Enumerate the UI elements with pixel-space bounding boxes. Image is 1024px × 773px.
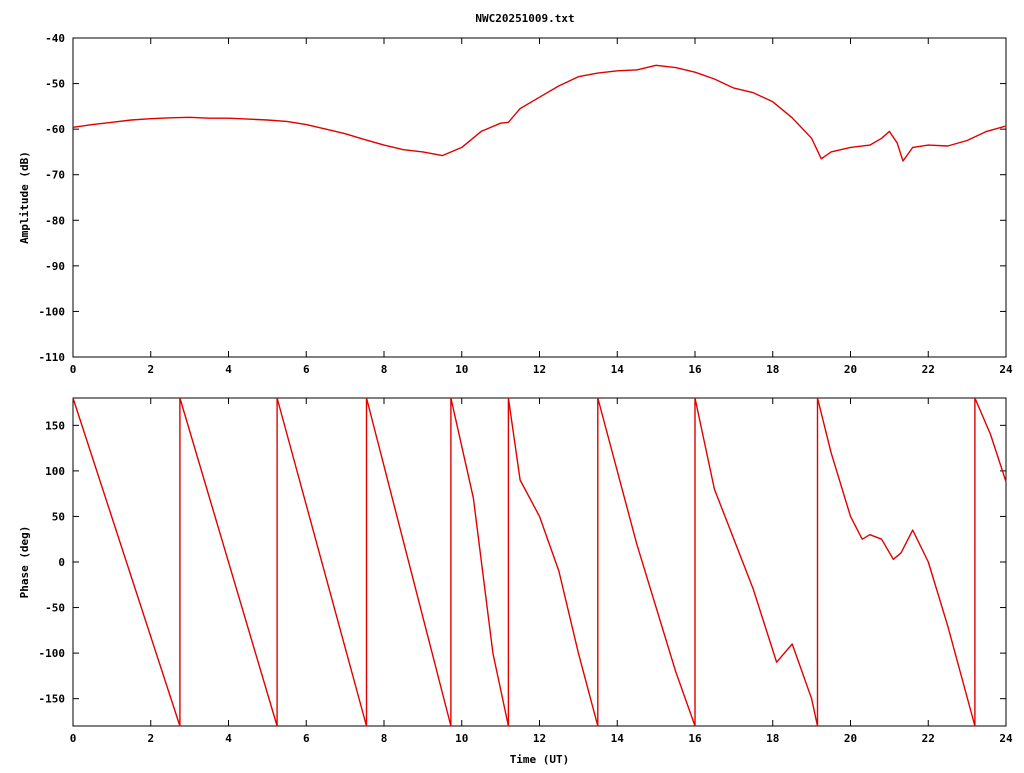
y-tick-label: -80: [45, 214, 65, 227]
y-axis-label: Amplitude (dB): [18, 151, 31, 244]
x-tick-label: 22: [922, 732, 935, 745]
y-tick-label: -110: [39, 351, 66, 364]
x-tick-label: 6: [303, 363, 310, 376]
y-axis-label: Phase (deg): [18, 526, 31, 599]
y-tick-label: -60: [45, 123, 65, 136]
y-tick-label: 50: [52, 510, 65, 523]
y-tick-label: -50: [45, 602, 65, 615]
x-tick-label: 14: [611, 732, 625, 745]
x-tick-label: 4: [225, 732, 232, 745]
x-tick-label: 10: [455, 363, 468, 376]
y-tick-label: -100: [39, 305, 66, 318]
amplitude-panel: 0 2 4 6 8 10 12 14 16 18 20 22 24-40-50-60-70-80-90-…: [18, 32, 1013, 376]
x-tick-label: 24: [999, 732, 1013, 745]
y-tick-label: -50: [45, 78, 65, 91]
x-tick-label: 10: [455, 732, 468, 745]
x-tick-label: 14: [611, 363, 625, 376]
x-tick-label: 12: [533, 363, 546, 376]
x-tick-label: 8: [381, 732, 388, 745]
y-tick-label: -100: [39, 647, 66, 660]
chart-title: NWC20251009.txt: [475, 12, 574, 25]
x-tick-label: 18: [766, 732, 779, 745]
amplitude-series-line: [72, 64, 1007, 162]
x-tick-label: 22: [922, 363, 935, 376]
x-tick-label: 2: [147, 732, 154, 745]
x-tick-label: 18: [766, 363, 779, 376]
x-tick-label: 0: [70, 363, 77, 376]
y-tick-label: -70: [45, 169, 65, 182]
x-tick-label: 20: [844, 732, 857, 745]
x-tick-label: 16: [688, 732, 702, 745]
y-tick-label: 150: [45, 419, 65, 432]
y-tick-label: -40: [45, 32, 65, 45]
x-tick-label: 2: [147, 363, 154, 376]
x-tick-label: 8: [381, 363, 388, 376]
y-tick-label: -90: [45, 260, 65, 273]
phase-series-line: [72, 397, 1007, 727]
y-tick-label: 0: [58, 556, 65, 569]
x-tick-label: 0: [70, 732, 77, 745]
x-axis-label: Time (UT): [510, 753, 570, 766]
y-tick-label: -150: [39, 693, 66, 706]
x-tick-label: 24: [999, 363, 1013, 376]
plot-frame: [72, 397, 1007, 727]
x-tick-label: 4: [225, 363, 232, 376]
plot-frame: [72, 37, 1007, 358]
phase-panel: 0 2 4 6 8 10 12 14 16 18 20 22 24150100500-50-100-15…: [18, 397, 1013, 766]
x-tick-label: 12: [533, 732, 546, 745]
x-tick-label: 20: [844, 363, 857, 376]
y-tick-label: 100: [45, 465, 65, 478]
x-tick-label: 16: [688, 363, 702, 376]
x-tick-label: 6: [303, 732, 310, 745]
